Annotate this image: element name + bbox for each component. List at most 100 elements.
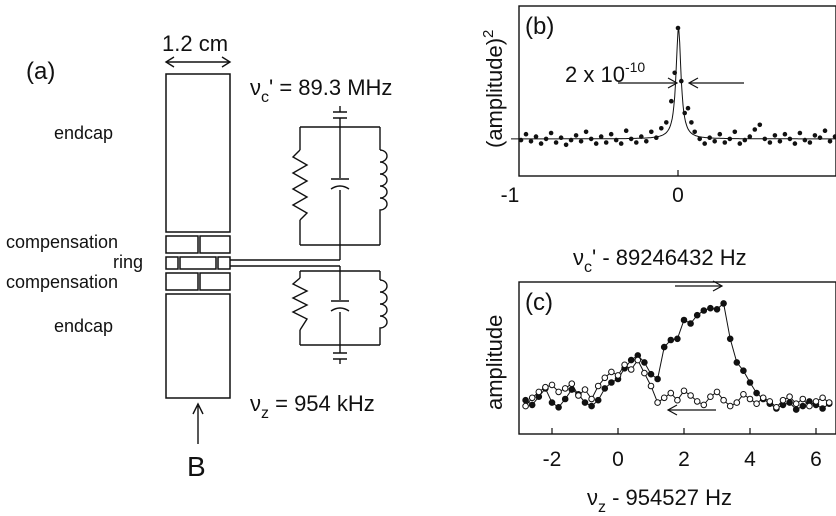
panel-c-xtick: 4 bbox=[744, 448, 756, 471]
panel-c-open-data-point bbox=[588, 395, 595, 403]
endcap-bottom-label: endcap bbox=[54, 316, 113, 336]
panel-b-data-point bbox=[727, 136, 733, 142]
panel-b-data-point bbox=[603, 140, 609, 145]
panel-c-open-data-point bbox=[608, 368, 615, 376]
panel-c-open-data-point bbox=[614, 372, 622, 379]
panel-c-open-data-point bbox=[641, 369, 648, 377]
panel-b-data-point bbox=[573, 133, 579, 138]
panel-b-data-point bbox=[792, 141, 798, 146]
panel-b-data-point bbox=[623, 128, 629, 133]
panel-b-data-point bbox=[538, 141, 544, 146]
panel-c-open-data-point bbox=[700, 401, 708, 409]
panel-b-data-point bbox=[827, 139, 833, 144]
panel-c-filled-data-point bbox=[693, 311, 701, 319]
panel-c-filled-data-point bbox=[555, 404, 562, 411]
panel-c-filled-data-point bbox=[641, 359, 648, 366]
ring-electrode-right bbox=[217, 256, 231, 270]
panel-c-open-data-point bbox=[740, 391, 747, 398]
electrode-width-label: 1.2 cm bbox=[162, 31, 228, 56]
linewidth-arrow-left-icon bbox=[667, 77, 679, 89]
panel-c-filled-data-point bbox=[667, 336, 675, 344]
panel-c-open-data-point bbox=[680, 387, 688, 395]
sweep-up-arrow-icon bbox=[712, 280, 724, 292]
panel-c-open-data-point bbox=[601, 374, 609, 382]
panel-c-x-ticks bbox=[551, 428, 817, 434]
panel-c-open-data-point bbox=[654, 399, 661, 406]
compensation-top-electrode-left bbox=[165, 235, 199, 254]
panel-c-filled-data-point bbox=[733, 359, 741, 366]
panel-b-data-point bbox=[692, 129, 697, 135]
panel-c-filled-data-point bbox=[528, 401, 536, 409]
panel-c-filled-data-point bbox=[713, 306, 721, 313]
panel-c: (c) -2 0 2 4 6 amplitude νz - 954527 Hz bbox=[482, 280, 836, 516]
panel-b-data-point bbox=[613, 137, 619, 143]
panel-b-data-point bbox=[822, 128, 828, 133]
panel-c-filled-data-point bbox=[740, 367, 747, 375]
panel-c-open-data-point bbox=[522, 402, 529, 410]
resistor-icon bbox=[291, 149, 309, 221]
compensation-bottom-label: compensation bbox=[6, 272, 118, 292]
panel-c-filled-data-point bbox=[588, 402, 595, 410]
panel-b-data-point bbox=[685, 105, 691, 111]
inductor-icon bbox=[379, 279, 388, 332]
panel-b-data-points bbox=[518, 25, 836, 148]
panel-b-data-point bbox=[689, 120, 694, 125]
panel-b-data-point bbox=[817, 135, 823, 140]
panel-c-open-data-point bbox=[720, 396, 727, 404]
panel-c-open-data-point bbox=[594, 382, 602, 390]
panel-b-data-point bbox=[802, 137, 808, 143]
panel-b-data-point bbox=[578, 139, 584, 144]
panel-c-filled-data-point bbox=[654, 375, 661, 383]
panel-b-data-point bbox=[707, 135, 712, 140]
panel-c-open-data-point bbox=[753, 400, 760, 408]
panel-b-fit-curve bbox=[511, 27, 836, 140]
panel-b-data-point bbox=[712, 139, 717, 144]
panel-c-open-data-point bbox=[746, 395, 754, 403]
capacitor-icon bbox=[330, 178, 350, 190]
axial-frequency-label: νz = 954 kHz bbox=[250, 391, 375, 422]
linewidth-annotation: 2 x 10-10 bbox=[565, 59, 645, 87]
panel-b-data-point bbox=[593, 141, 599, 146]
panel-c-data-points bbox=[522, 300, 833, 413]
panel-b-data-point bbox=[523, 131, 529, 137]
panel-c-open-data-point bbox=[819, 394, 826, 402]
panel-b-data-point bbox=[782, 131, 788, 137]
panel-c-filled-data-point bbox=[674, 335, 681, 343]
panel-b-data-point bbox=[702, 141, 707, 146]
ring-electrode-left bbox=[165, 256, 179, 270]
panel-b-data-point bbox=[832, 134, 836, 139]
panel-b-data-point bbox=[553, 140, 559, 145]
panel-b-data-point bbox=[675, 25, 681, 31]
panel-c-filled-data-point bbox=[522, 396, 529, 404]
panel-b-data-point bbox=[628, 136, 634, 142]
panel-b-data-point bbox=[608, 131, 614, 137]
panel-b-data-point bbox=[533, 134, 539, 139]
panel-c-open-data-point bbox=[542, 383, 549, 391]
panel-c-xtick: 0 bbox=[612, 448, 624, 471]
capacitor-icon bbox=[330, 300, 350, 312]
panel-c-filled-data-point bbox=[568, 386, 576, 393]
panel-c-open-data-point bbox=[786, 393, 793, 401]
panel-b-data-point bbox=[672, 70, 677, 76]
panel-c-open-data-point bbox=[806, 402, 813, 410]
panel-c-filled-data-point bbox=[786, 399, 793, 406]
panel-b-data-point bbox=[812, 133, 818, 138]
panel-c-filled-data-point bbox=[660, 343, 668, 351]
panel-b-data-point bbox=[659, 126, 664, 131]
linewidth-arrow-right-icon bbox=[687, 77, 699, 89]
inductor-icon bbox=[379, 149, 388, 220]
panel-b-data-point bbox=[737, 141, 743, 146]
panel-b-data-point bbox=[697, 136, 702, 142]
endcap-top-label: endcap bbox=[54, 123, 113, 143]
panel-c-open-data-point bbox=[674, 396, 681, 404]
panel-b-data-point bbox=[679, 78, 684, 84]
ground-icon bbox=[333, 352, 347, 364]
panel-c-xtick: 6 bbox=[810, 448, 822, 471]
panel-c-open-data-point bbox=[773, 404, 780, 411]
panel-c-filled-data-point bbox=[700, 307, 708, 314]
panel-c-filled-data-point bbox=[726, 335, 734, 343]
panel-c-open-data-point bbox=[693, 398, 701, 405]
panel-b-data-point bbox=[777, 139, 783, 144]
panel-b-data-point bbox=[682, 110, 687, 116]
compensation-top-label: compensation bbox=[6, 232, 118, 252]
